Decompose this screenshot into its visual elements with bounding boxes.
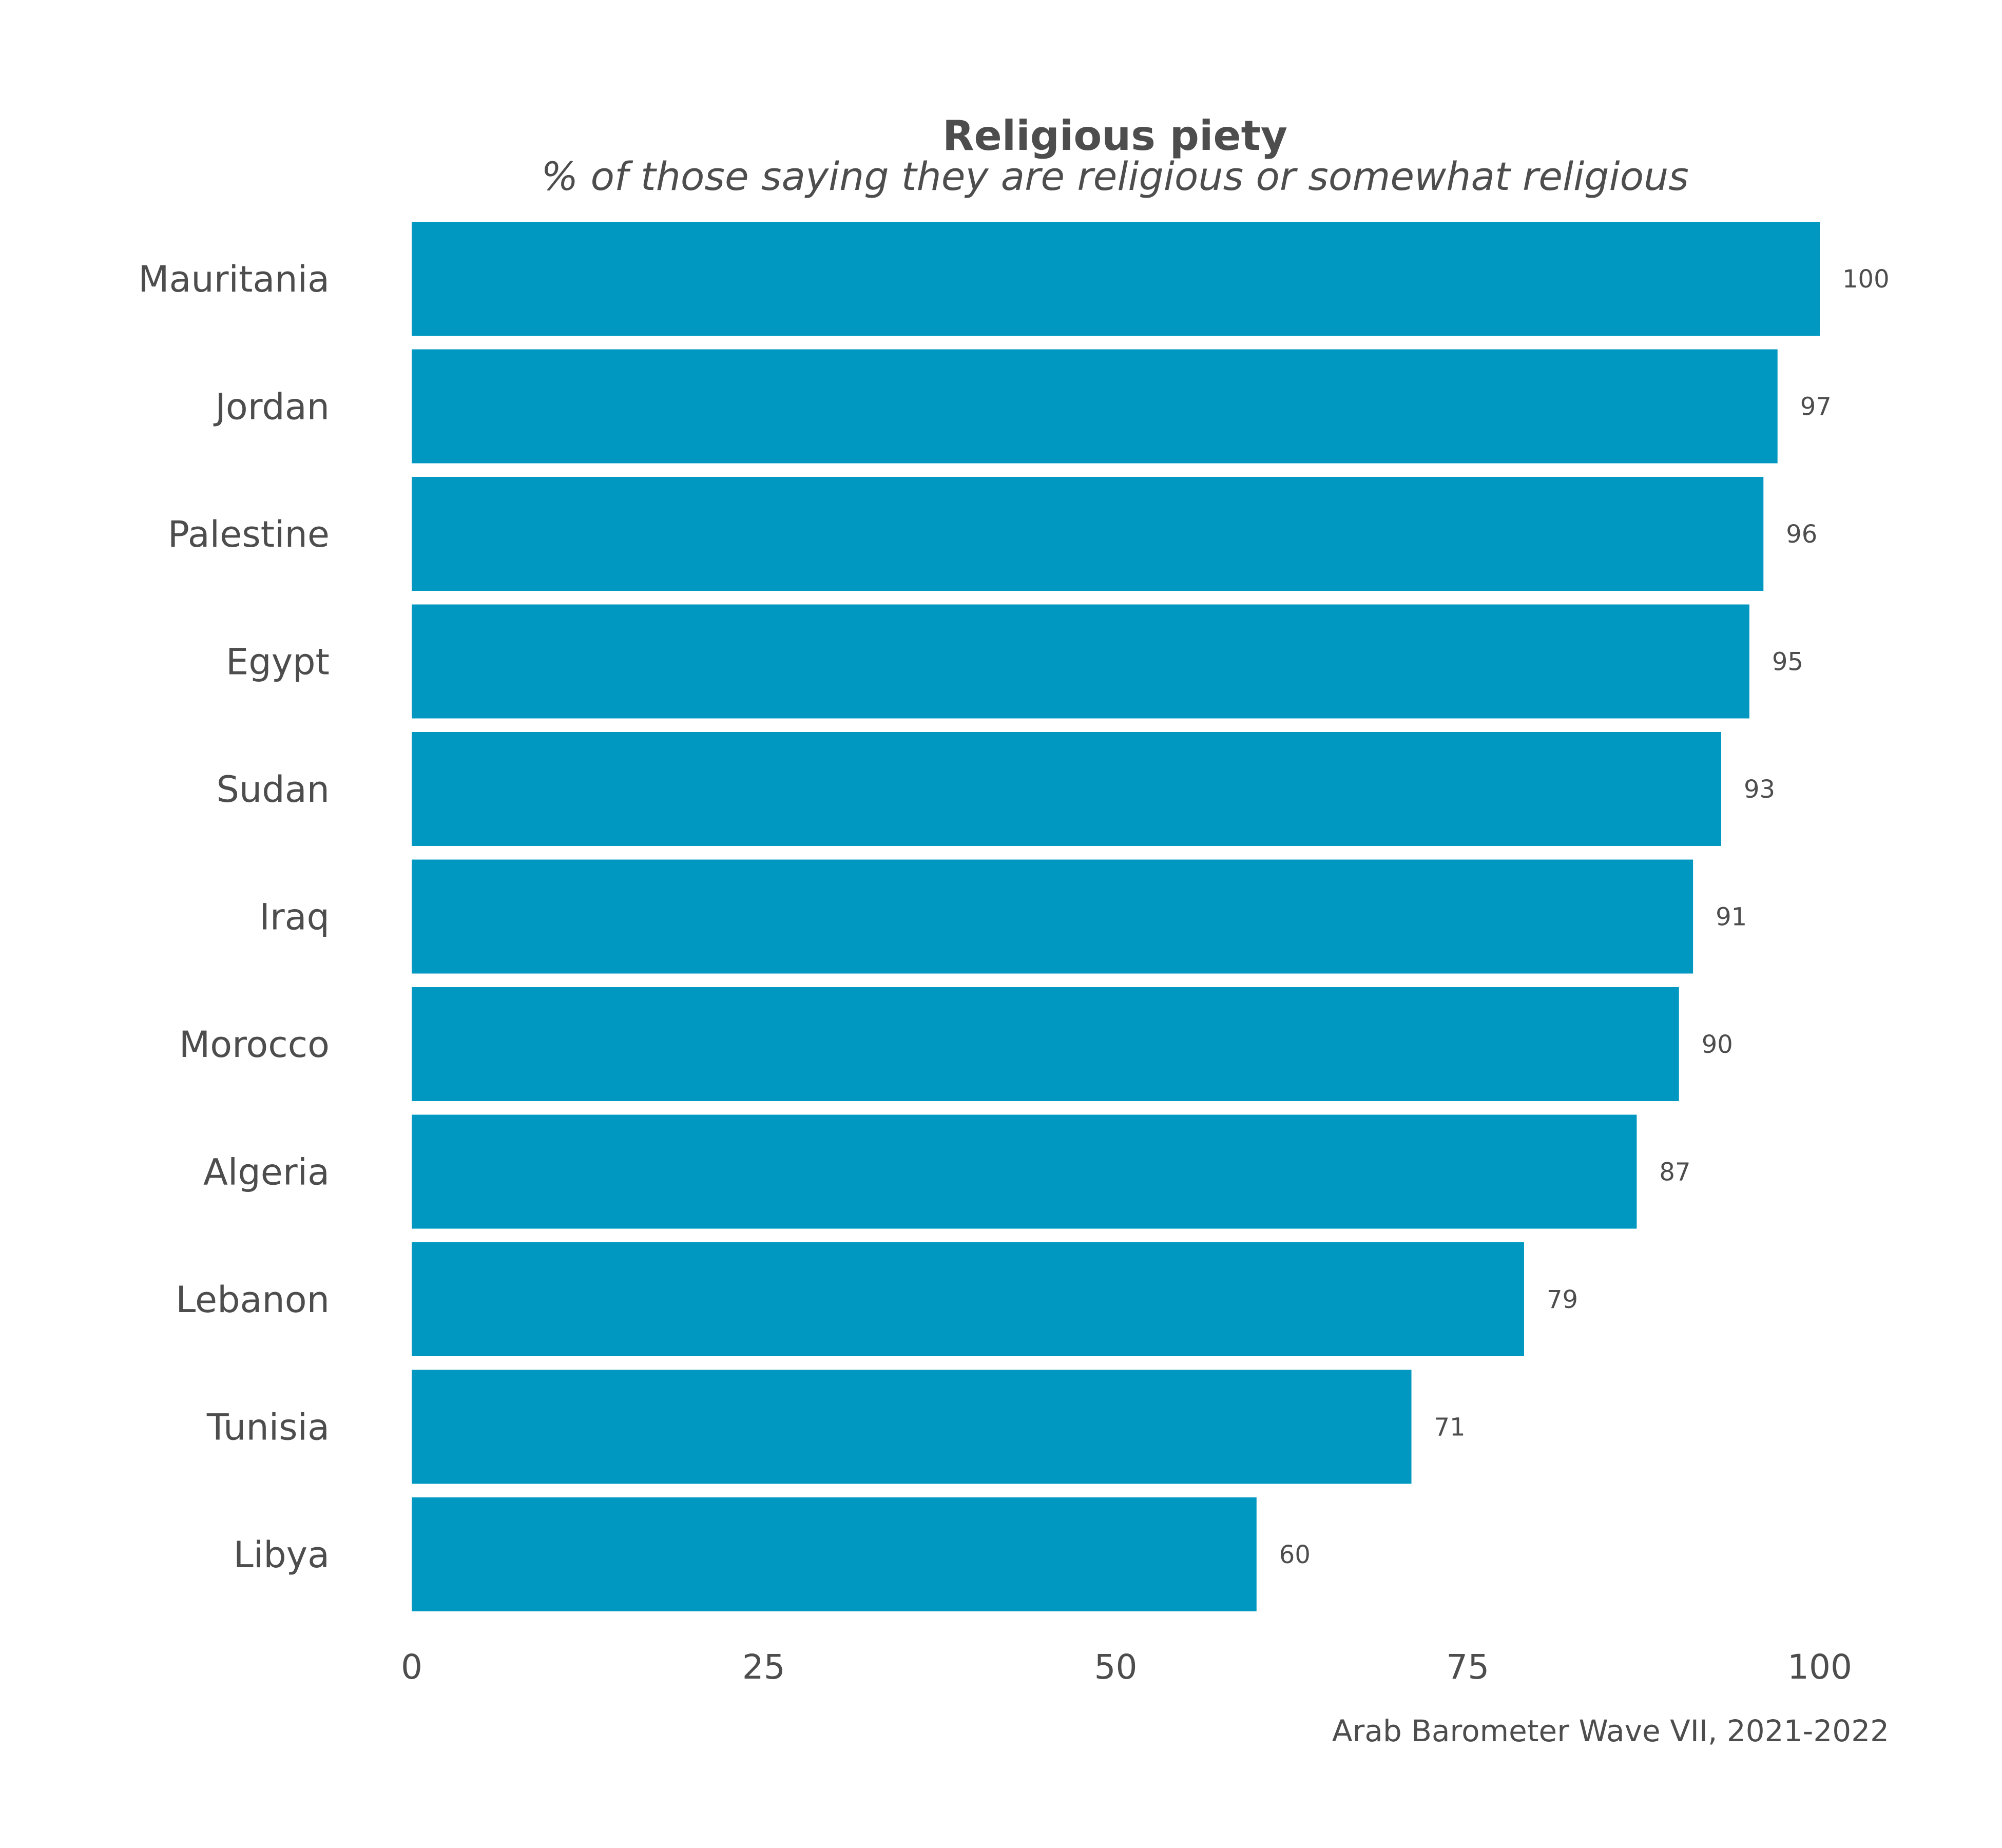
value-labels-group: 100 97 96 95 93 91 90 87 79 71 60 xyxy=(1279,265,1890,1569)
bar-algeria xyxy=(412,1114,1637,1229)
bar-morocco xyxy=(412,987,1679,1101)
category-labels-group: Mauritania Jordan Palestine Egypt Sudan Iraq M… xyxy=(138,258,330,1576)
value-label-sudan: 93 xyxy=(1744,775,1775,804)
category-label-lebanon: Lebanon xyxy=(176,1279,330,1321)
bar-libya xyxy=(412,1497,1257,1611)
bar-jordan xyxy=(412,349,1778,464)
category-label-algeria: Algeria xyxy=(203,1151,330,1194)
value-label-iraq: 91 xyxy=(1716,903,1747,932)
value-label-mauritania: 100 xyxy=(1842,265,1890,294)
bar-iraq xyxy=(412,859,1693,974)
bar-sudan xyxy=(412,732,1721,846)
x-tick-label-0: 0 xyxy=(401,1647,422,1687)
bar-egypt xyxy=(412,604,1749,719)
value-label-jordan: 97 xyxy=(1800,393,1832,421)
x-tick-label-75: 75 xyxy=(1446,1647,1489,1687)
bar-mauritania xyxy=(412,222,1820,336)
value-label-tunisia: 71 xyxy=(1434,1413,1466,1442)
category-label-iraq: Iraq xyxy=(259,896,330,938)
category-label-palestine: Palestine xyxy=(168,513,330,555)
value-label-egypt: 95 xyxy=(1772,648,1803,677)
category-label-jordan: Jordan xyxy=(213,386,330,428)
chart-subtitle: % of those saying they are religious or … xyxy=(541,153,1689,199)
category-label-morocco: Morocco xyxy=(179,1024,330,1066)
chart-caption: Arab Barometer Wave VII, 2021-2022 xyxy=(1332,1714,1889,1748)
x-tick-label-100: 100 xyxy=(1787,1647,1852,1687)
category-label-libya: Libya xyxy=(234,1534,330,1576)
bar-lebanon xyxy=(412,1242,1524,1356)
value-label-morocco: 90 xyxy=(1702,1030,1733,1059)
x-tick-label-25: 25 xyxy=(742,1647,785,1687)
category-label-egypt: Egypt xyxy=(226,641,330,683)
x-tick-label-50: 50 xyxy=(1094,1647,1138,1687)
bar-tunisia xyxy=(412,1370,1412,1484)
bars-group xyxy=(412,222,1820,1611)
bar-palestine xyxy=(412,477,1764,591)
category-label-mauritania: Mauritania xyxy=(138,258,330,300)
chart-title: Religious piety xyxy=(942,112,1287,160)
value-label-libya: 60 xyxy=(1279,1541,1311,1569)
x-axis-tick-labels: 0 25 50 75 100 xyxy=(401,1647,1852,1687)
value-label-palestine: 96 xyxy=(1786,520,1817,549)
category-label-tunisia: Tunisia xyxy=(206,1407,330,1449)
value-label-lebanon: 79 xyxy=(1547,1285,1578,1314)
plot-area: 100 97 96 95 93 91 90 87 79 71 60 Mauritania Jordan… xyxy=(138,222,1890,1687)
value-label-algeria: 87 xyxy=(1659,1158,1690,1187)
category-label-sudan: Sudan xyxy=(217,768,330,811)
